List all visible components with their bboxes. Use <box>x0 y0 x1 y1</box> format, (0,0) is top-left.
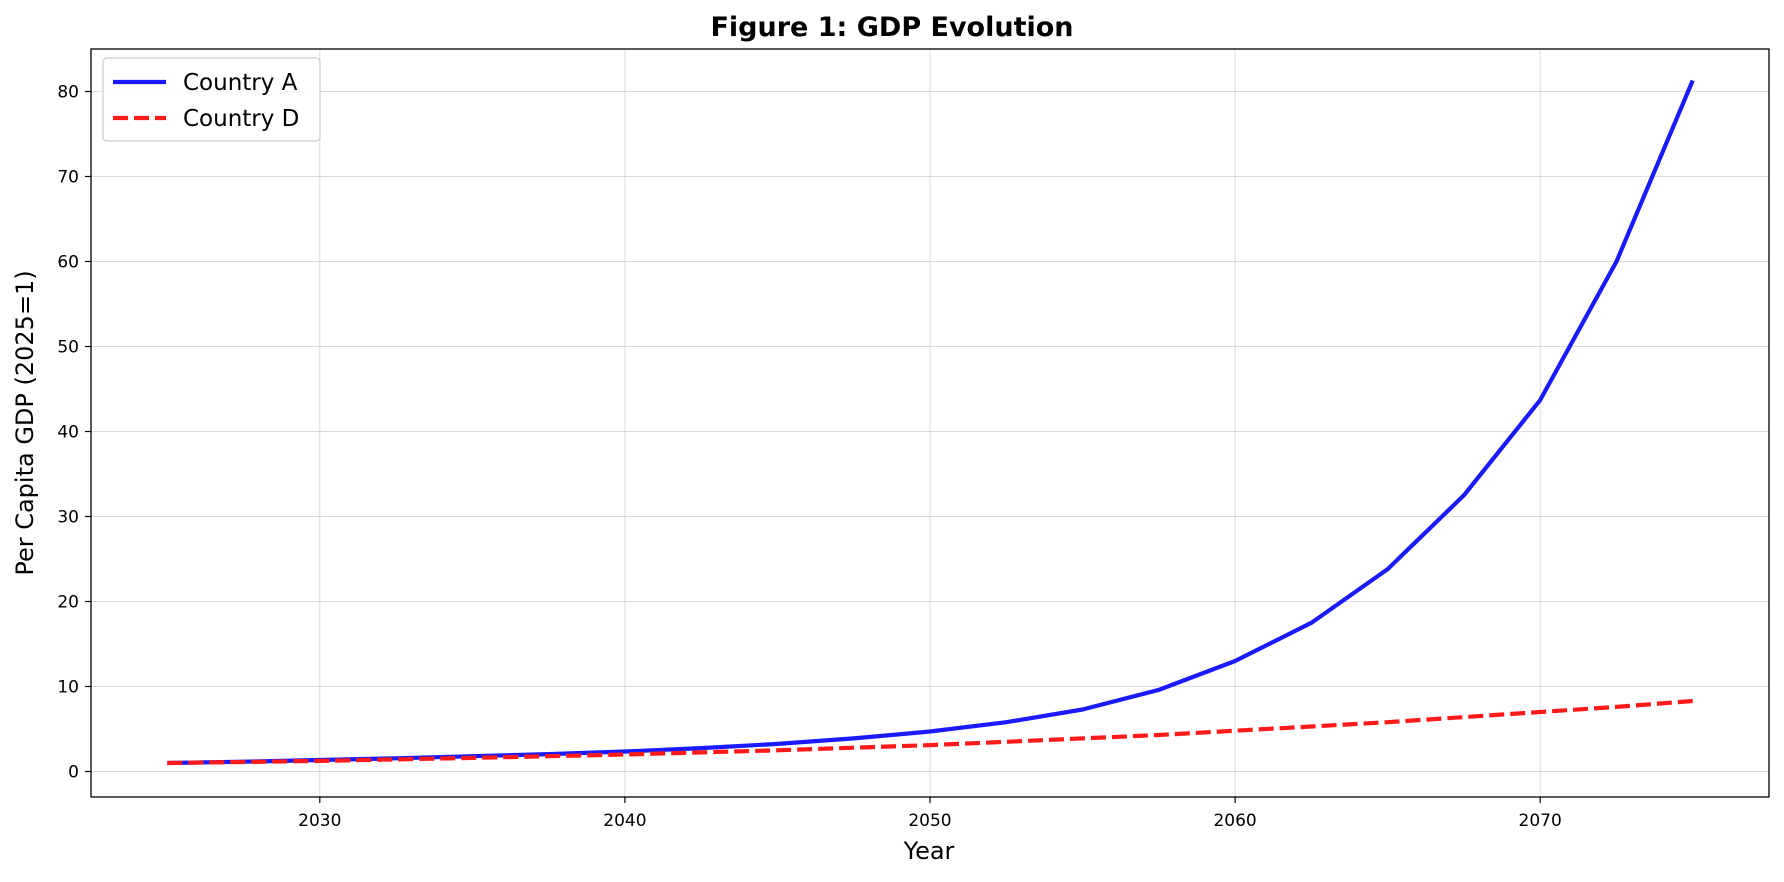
y-tick-label: 60 <box>57 253 79 273</box>
y-tick-label: 20 <box>57 593 79 613</box>
series-layer <box>167 79 1695 766</box>
legend-label: Country A <box>183 70 298 96</box>
y-tick-label: 10 <box>57 678 79 698</box>
series-line-country-d <box>167 698 1693 766</box>
x-tick-label: 2060 <box>1213 811 1256 831</box>
y-tick-label: 0 <box>68 763 79 783</box>
y-tick-label: 30 <box>57 508 79 528</box>
y-tick-label: 70 <box>57 168 79 188</box>
x-tick-label: 2050 <box>908 811 951 831</box>
x-tick-label: 2030 <box>298 811 341 831</box>
y-axis-ticks: 0 10 20 30 40 50 60 70 80 <box>57 83 91 783</box>
y-axis-label: Per Capita GDP (2025=1) <box>11 270 39 575</box>
legend: Country A Country D <box>102 57 321 142</box>
x-tick-label: 2040 <box>603 811 646 831</box>
x-axis-label: Year <box>903 837 955 865</box>
y-tick-label: 80 <box>57 83 79 103</box>
x-tick-label: 2070 <box>1519 811 1562 831</box>
y-tick-label: 50 <box>57 338 79 358</box>
legend-box <box>102 57 321 142</box>
y-tick-label: 40 <box>57 423 79 443</box>
legend-label: Country D <box>183 106 299 132</box>
x-axis-ticks: 2030 2040 2050 2060 2070 <box>298 797 1562 831</box>
grid-lines <box>91 49 1769 797</box>
chart-title: Figure 1: GDP Evolution <box>710 12 1073 43</box>
